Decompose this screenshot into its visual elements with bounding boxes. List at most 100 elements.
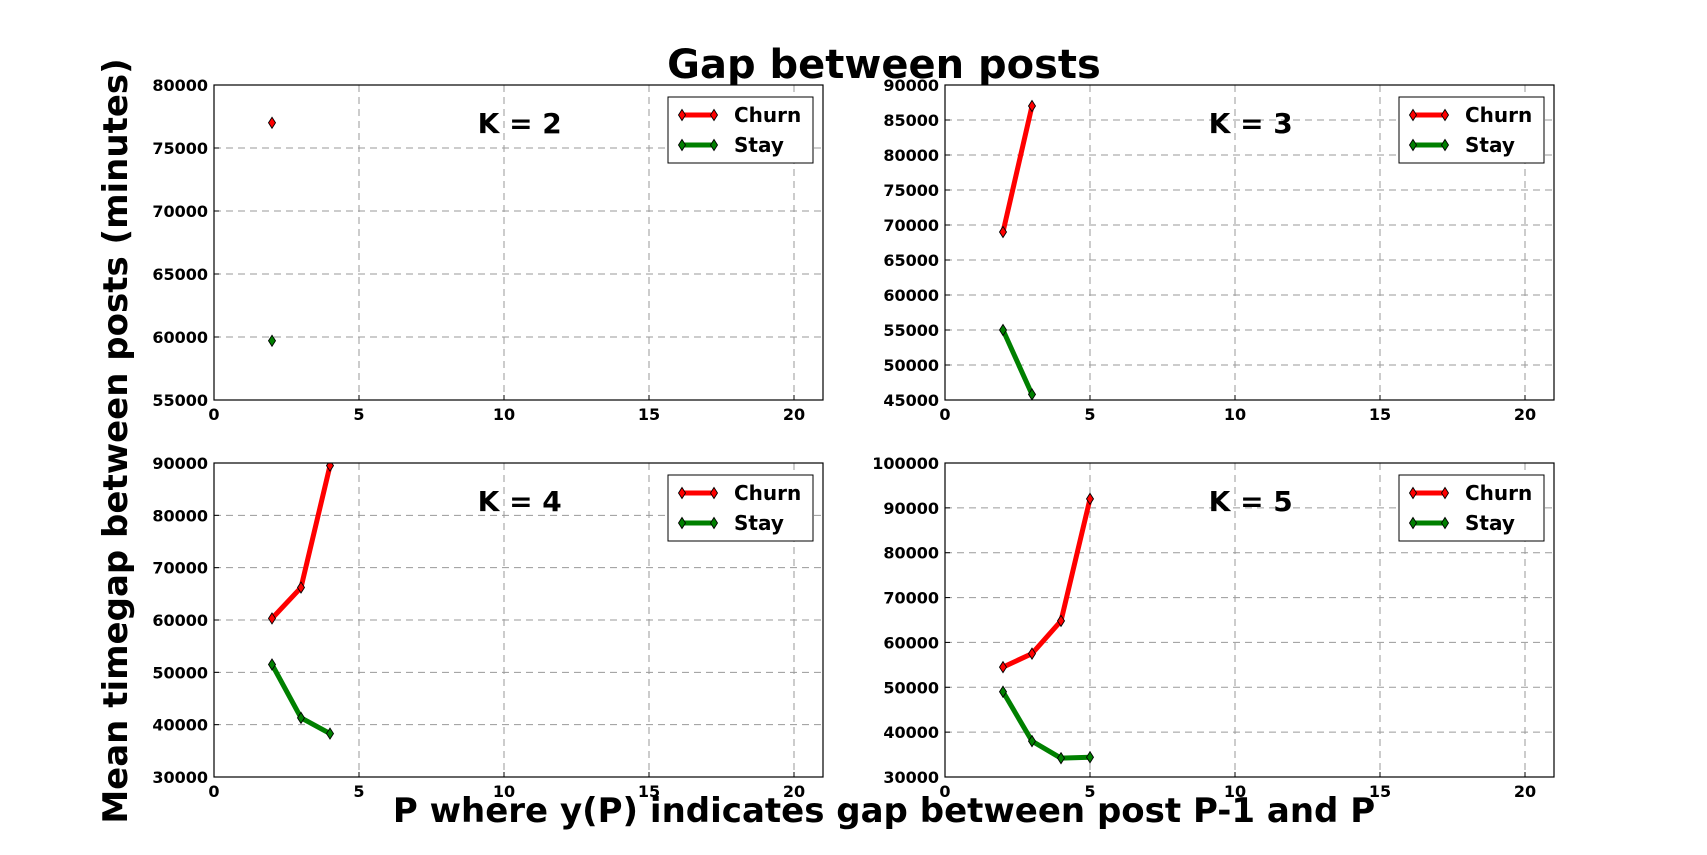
y-tick-label: 70000 <box>152 559 208 578</box>
data-point-churn <box>998 225 1008 239</box>
legend-marker <box>1408 138 1418 152</box>
x-tick-label: 0 <box>208 405 219 424</box>
y-tick-label: 70000 <box>152 202 208 221</box>
data-layer <box>267 463 335 740</box>
y-tick-label: 60000 <box>152 611 208 630</box>
legend-box <box>667 474 814 542</box>
x-tick-label: 15 <box>638 405 660 424</box>
legend-marker <box>677 516 687 530</box>
y-axis-title: Mean timegap between posts (minutes) <box>96 58 136 823</box>
y-tick-label: 65000 <box>883 251 939 270</box>
data-layer <box>267 116 277 348</box>
y-tick-label: 85000 <box>883 111 939 130</box>
legend-marker <box>1440 138 1450 152</box>
y-tick-label: 100000 <box>872 454 939 473</box>
data-point-stay <box>1056 751 1066 765</box>
data-point-stay <box>998 323 1008 337</box>
x-tick-label: 20 <box>1514 782 1536 801</box>
legend-marker <box>709 516 719 530</box>
legend: Churn Stay <box>667 474 814 542</box>
data-point-stay <box>1027 734 1037 748</box>
x-tick-label: 5 <box>1084 405 1095 424</box>
data-point-churn <box>998 660 1008 674</box>
y-tick-label: 90000 <box>883 76 939 95</box>
x-tick-label: 20 <box>783 782 805 801</box>
series-line-churn <box>1000 105 1035 233</box>
data-point-churn <box>296 581 306 594</box>
y-tick-label: 40000 <box>883 723 939 742</box>
legend-label: Churn <box>1465 481 1532 505</box>
legend: Churn Stay <box>1398 96 1545 164</box>
legend-label: Churn <box>734 481 801 505</box>
y-tick-label: 65000 <box>152 265 208 284</box>
x-tick-label: 15 <box>1369 405 1391 424</box>
y-tick-label: 75000 <box>152 139 208 158</box>
legend-marker <box>709 108 719 122</box>
data-point-churn <box>325 463 335 472</box>
legend-marker <box>1440 108 1450 122</box>
series-line-stay <box>1000 328 1035 396</box>
x-axis-title: P where y(P) indicates gap between post … <box>393 791 1375 831</box>
x-tick-label: 5 <box>1084 782 1095 801</box>
data-point-stay <box>998 685 1008 699</box>
legend-marker <box>1408 516 1418 530</box>
data-point-churn <box>267 612 277 625</box>
data-point-stay <box>296 711 306 725</box>
x-tick-label: 5 <box>353 405 364 424</box>
legend-marker <box>1440 516 1450 530</box>
y-tick-label: 30000 <box>152 768 208 787</box>
x-tick-label: 20 <box>1514 405 1536 424</box>
legend-marker <box>709 138 719 152</box>
panel-label: K = 3 <box>1209 107 1293 140</box>
x-tick-label: 10 <box>493 405 515 424</box>
y-tick-label: 30000 <box>883 768 939 787</box>
y-tick-label: 40000 <box>152 716 208 735</box>
legend-marker <box>677 486 687 500</box>
x-tick-label: 10 <box>1224 782 1246 801</box>
data-point-churn <box>1027 647 1037 660</box>
y-tick-label: 55000 <box>883 321 939 340</box>
data-point-stay <box>325 727 335 740</box>
y-tick-label: 80000 <box>152 506 208 525</box>
legend-marker <box>1408 108 1418 122</box>
y-tick-label: 50000 <box>152 663 208 682</box>
y-tick-label: 50000 <box>883 678 939 697</box>
legend-marker <box>677 108 687 122</box>
legend: Churn Stay <box>1398 474 1545 542</box>
y-tick-label: 90000 <box>152 454 208 473</box>
subplot-3: 0 5 10 15 20 30000 40000 50000 60000 70000 80000 90… <box>152 454 824 801</box>
subplot-2: 0 5 10 15 20 45000 50000 55000 60000 65000 70000 75… <box>883 76 1555 424</box>
legend-box <box>667 96 814 164</box>
data-point-churn <box>1027 99 1037 113</box>
legend-marker <box>709 486 719 500</box>
x-tick-label: 0 <box>939 782 950 801</box>
y-tick-label: 70000 <box>883 216 939 235</box>
legend-label: Stay <box>1465 133 1515 157</box>
y-tick-label: 45000 <box>883 391 939 410</box>
panel-label: K = 4 <box>478 485 562 518</box>
legend-marker <box>1440 486 1450 500</box>
y-tick-label: 90000 <box>883 499 939 518</box>
x-tick-label: 10 <box>1224 405 1246 424</box>
data-layer <box>998 99 1037 400</box>
y-tick-label: 60000 <box>152 328 208 347</box>
legend-marker <box>677 138 687 152</box>
y-tick-label: 60000 <box>883 286 939 305</box>
x-tick-label: 0 <box>939 405 950 424</box>
subplot-grid: 0 5 10 15 20 55000 60000 65000 70000 75000 80000 K … <box>152 76 1555 801</box>
legend-label: Stay <box>1465 511 1515 535</box>
panel-label: K = 2 <box>478 107 562 140</box>
subplot-1: 0 5 10 15 20 55000 60000 65000 70000 75000 80000 K … <box>152 76 824 424</box>
x-tick-label: 15 <box>1369 782 1391 801</box>
y-tick-label: 80000 <box>152 76 208 95</box>
x-tick-label: 5 <box>353 782 364 801</box>
panel-label: K = 5 <box>1209 485 1293 518</box>
legend-label: Churn <box>734 103 801 127</box>
x-tick-label: 20 <box>783 405 805 424</box>
y-tick-label: 75000 <box>883 181 939 200</box>
legend-box <box>1398 474 1545 542</box>
axes-frame <box>213 462 824 778</box>
x-tick-label: 10 <box>493 782 515 801</box>
legend-label: Stay <box>734 133 784 157</box>
y-tick-label: 55000 <box>152 391 208 410</box>
